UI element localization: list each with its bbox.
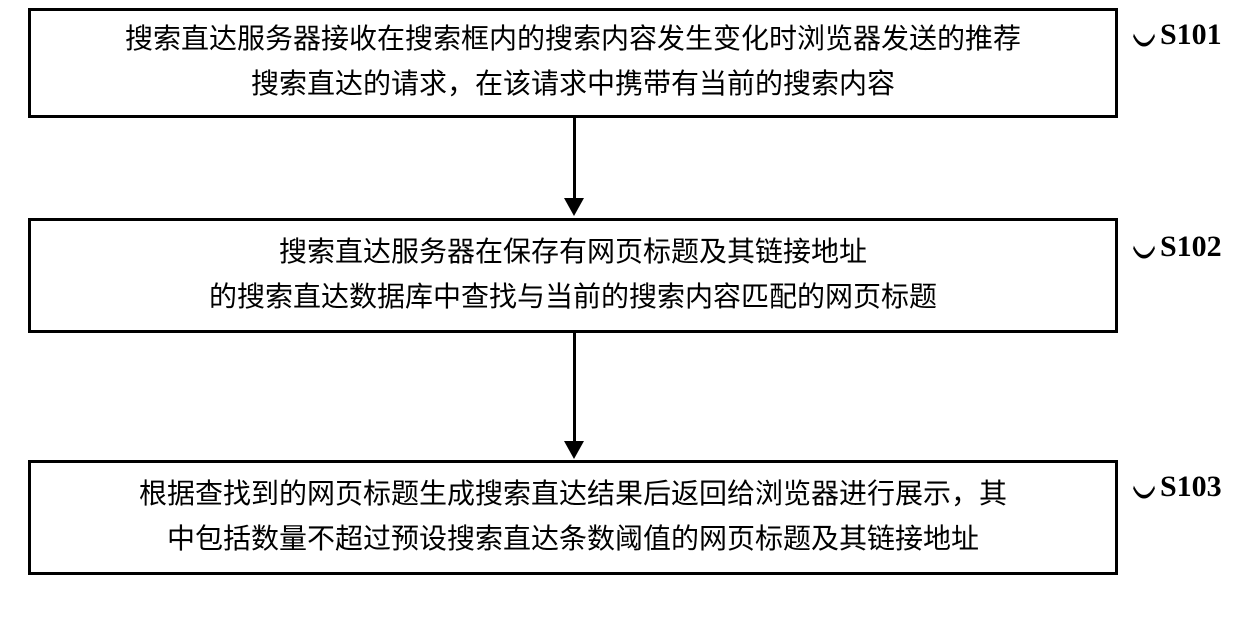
flow-step-label-s101: S101	[1160, 18, 1222, 52]
arrow-head-icon	[564, 441, 584, 459]
flow-step-label-s103: S103	[1160, 470, 1222, 504]
brace-connector: ︶	[1133, 470, 1156, 542]
flow-step-text: 根据查找到的网页标题生成搜索直达结果后返回给浏览器进行展示，其 中包括数量不超过…	[139, 473, 1007, 563]
flow-step-s101: 搜索直达服务器接收在搜索框内的搜索内容发生变化时浏览器发送的推荐 搜索直达的请求…	[28, 8, 1118, 118]
flow-arrow	[564, 333, 584, 459]
flow-step-text: 搜索直达服务器接收在搜索框内的搜索内容发生变化时浏览器发送的推荐 搜索直达的请求…	[125, 18, 1021, 108]
flow-step-label-s102: S102	[1160, 230, 1222, 264]
arrow-line	[573, 333, 576, 441]
arrow-line	[573, 118, 576, 198]
flow-arrow	[564, 118, 584, 216]
arrow-head-icon	[564, 198, 584, 216]
brace-connector: ︶	[1133, 18, 1156, 90]
flow-step-s103: 根据查找到的网页标题生成搜索直达结果后返回给浏览器进行展示，其 中包括数量不超过…	[28, 460, 1118, 575]
flow-step-text: 搜索直达服务器在保存有网页标题及其链接地址 的搜索直达数据库中查找与当前的搜索内…	[209, 231, 937, 321]
flowchart-container: 搜索直达服务器接收在搜索框内的搜索内容发生变化时浏览器发送的推荐 搜索直达的请求…	[0, 0, 1240, 625]
flow-step-s102: 搜索直达服务器在保存有网页标题及其链接地址 的搜索直达数据库中查找与当前的搜索内…	[28, 218, 1118, 333]
brace-connector: ︶	[1133, 230, 1156, 302]
